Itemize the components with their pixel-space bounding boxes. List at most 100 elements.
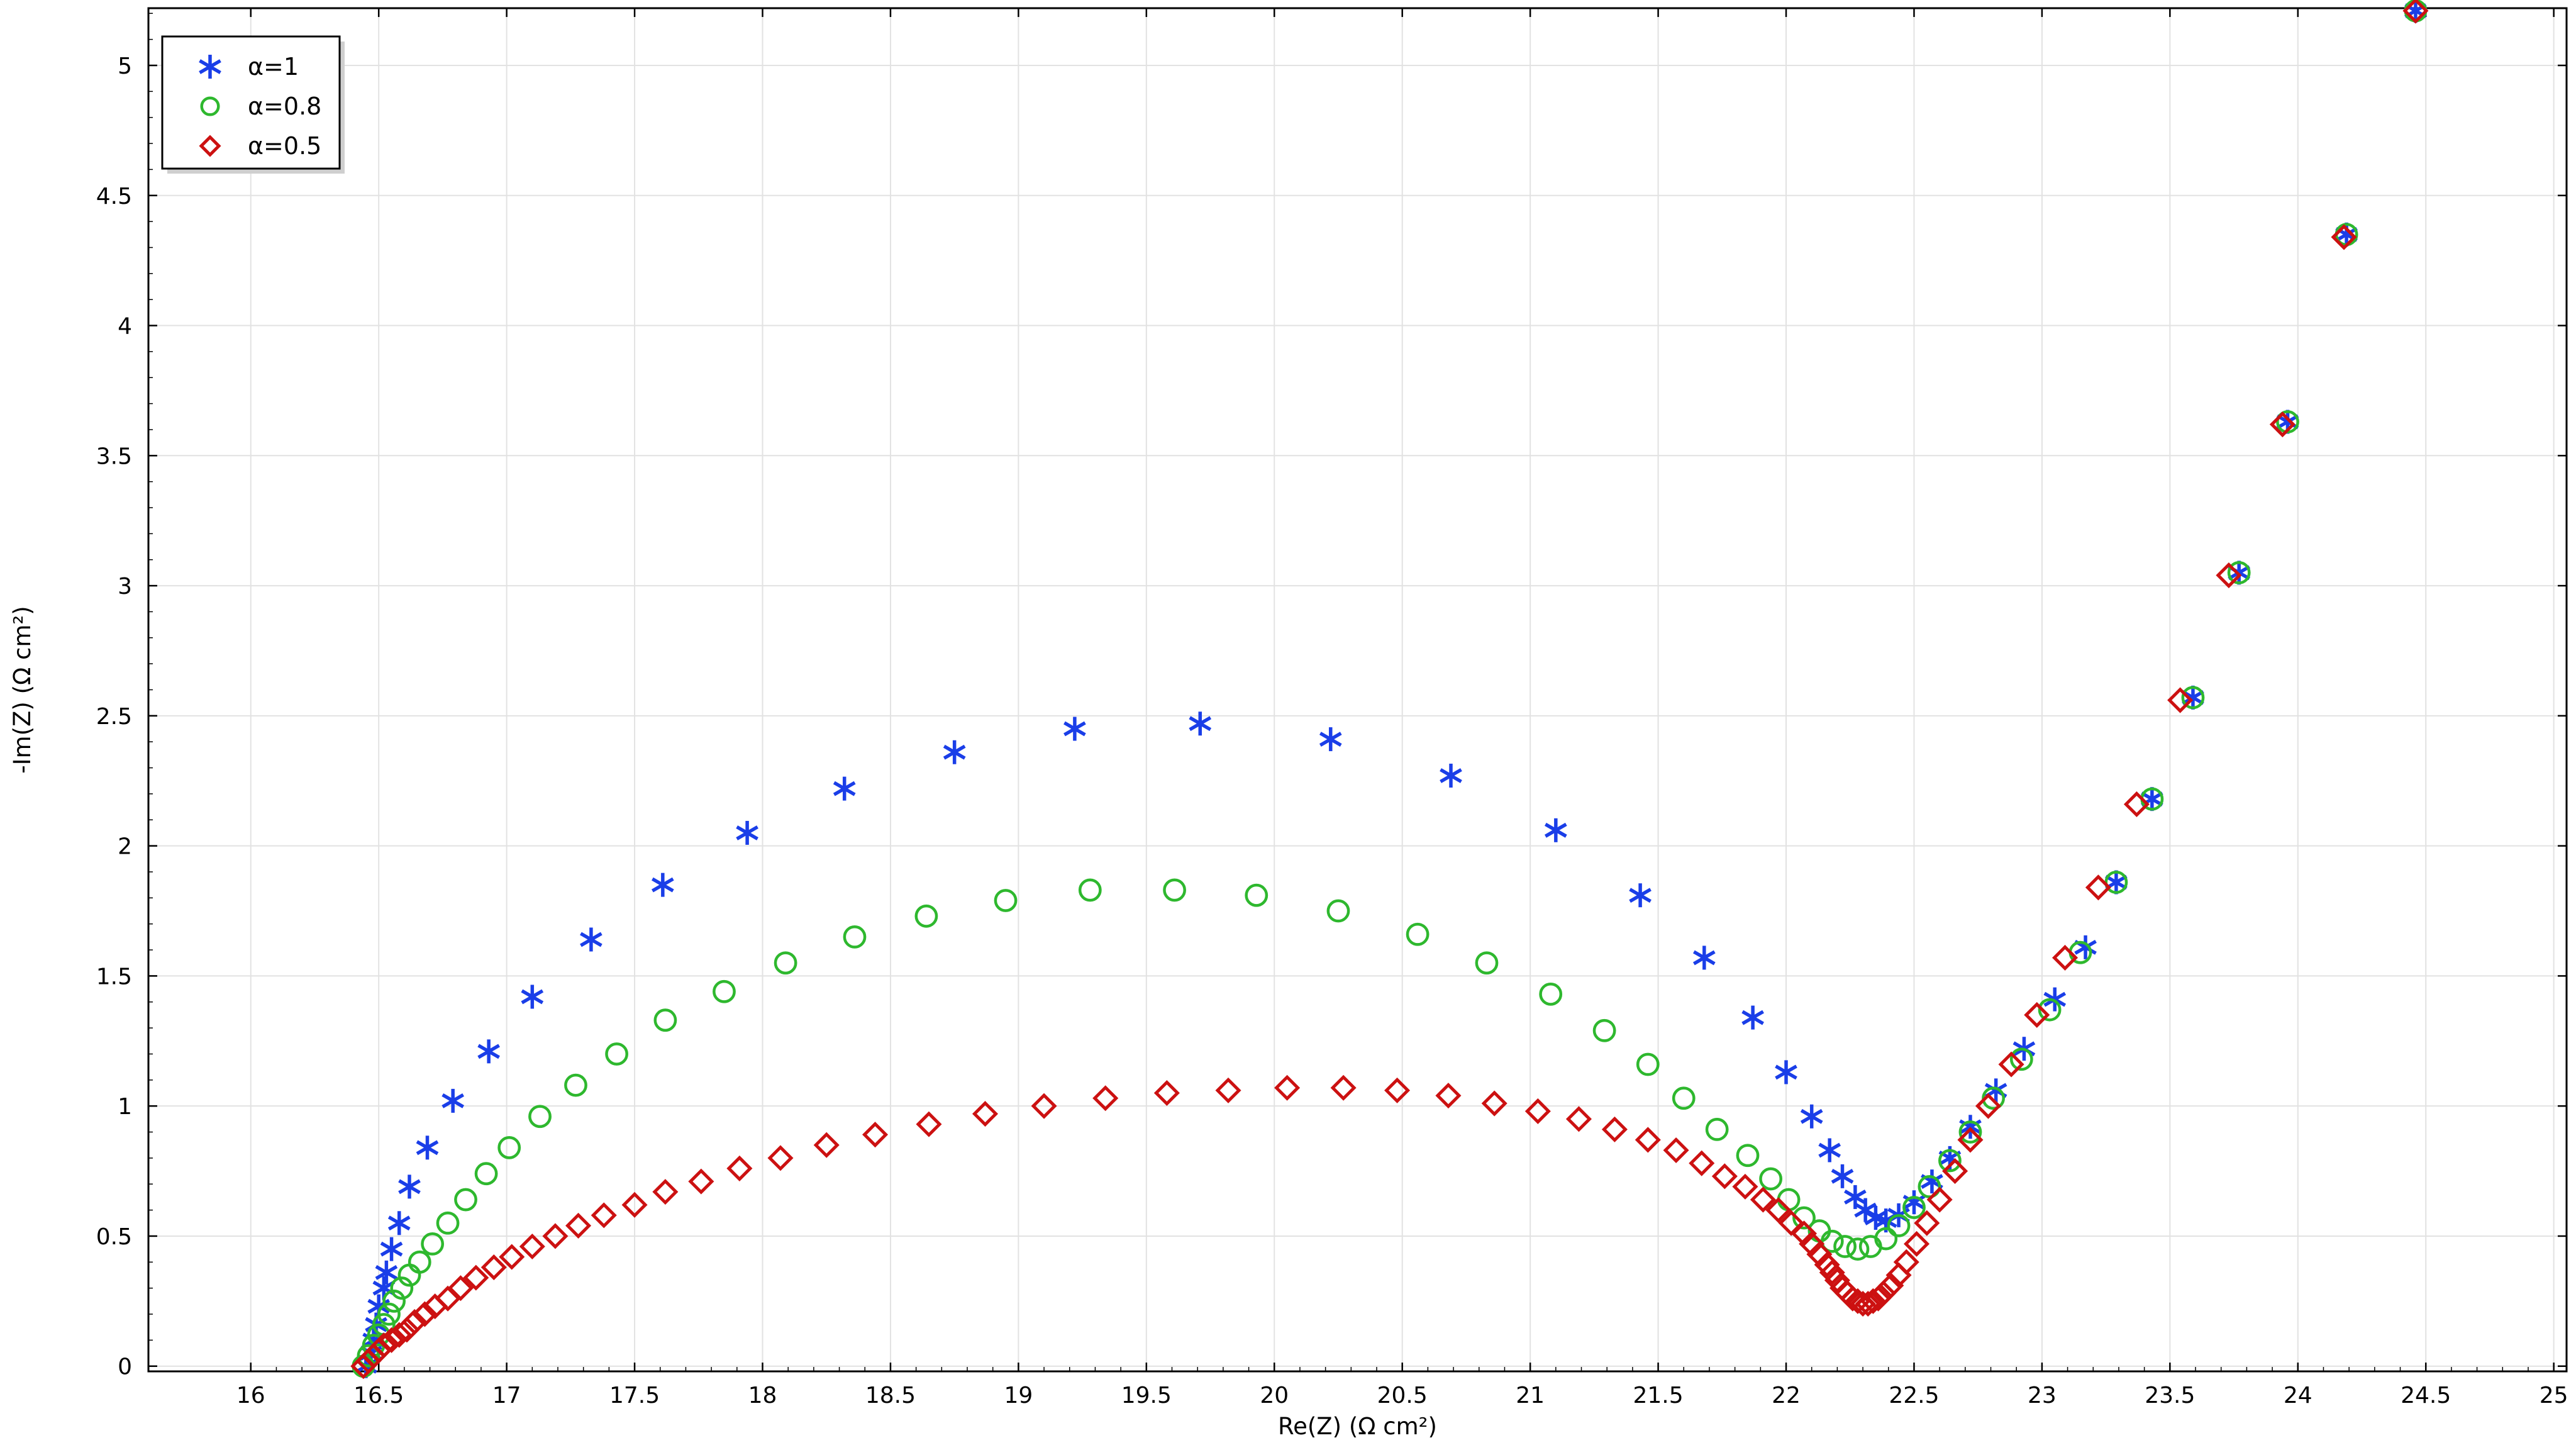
data-point bbox=[651, 873, 674, 897]
legend: α=1 α=0.8 α=0.5 bbox=[161, 35, 345, 174]
data-point bbox=[1903, 1230, 1930, 1257]
data-point bbox=[1689, 1150, 1715, 1176]
data-markers bbox=[350, 0, 2429, 1380]
data-point bbox=[1736, 1144, 1760, 1168]
data-point bbox=[767, 1145, 794, 1171]
data-point bbox=[1819, 1259, 1845, 1286]
data-point bbox=[2038, 998, 2062, 1022]
data-point bbox=[521, 984, 544, 1009]
data-point bbox=[1592, 1018, 1616, 1042]
data-point bbox=[2085, 874, 2111, 901]
data-point bbox=[1759, 1167, 1783, 1191]
data-point bbox=[375, 1260, 398, 1285]
data-point bbox=[1245, 883, 1269, 907]
data-point bbox=[2227, 561, 2251, 584]
data-point bbox=[387, 1211, 411, 1235]
data-point bbox=[843, 925, 867, 949]
y-tick-label: 2 bbox=[118, 834, 132, 860]
x-tick-label: 18 bbox=[748, 1383, 777, 1408]
data-point bbox=[1926, 1186, 1953, 1213]
x-tick-label: 16 bbox=[236, 1383, 265, 1408]
data-point bbox=[441, 1088, 465, 1113]
data-point bbox=[1663, 1137, 1689, 1164]
data-point bbox=[436, 1211, 460, 1235]
legend-label: α=1 bbox=[248, 53, 299, 81]
x-tick-label: 25 bbox=[2540, 1383, 2568, 1408]
data-point bbox=[401, 1308, 428, 1335]
x-tick-label: 18.5 bbox=[865, 1383, 916, 1408]
data-point bbox=[1711, 1163, 1738, 1190]
data-point bbox=[1831, 1164, 1854, 1188]
data-point bbox=[421, 1232, 445, 1256]
legend-label: α=0.5 bbox=[248, 132, 321, 160]
y-tick-label: 0.5 bbox=[96, 1224, 132, 1250]
data-point bbox=[1902, 1196, 1926, 1219]
x-tick-label: 24 bbox=[2284, 1383, 2312, 1408]
data-point bbox=[1750, 1186, 1776, 1213]
data-point bbox=[1629, 883, 1652, 908]
data-point bbox=[1672, 1086, 1696, 1110]
data-point bbox=[564, 1073, 587, 1097]
data-point bbox=[1790, 1220, 1818, 1247]
data-point bbox=[370, 1332, 397, 1359]
data-point bbox=[653, 1008, 677, 1032]
data-point bbox=[1855, 1290, 1881, 1317]
data-point bbox=[688, 1168, 714, 1195]
x-tick-label: 19.5 bbox=[1121, 1383, 1172, 1408]
data-point bbox=[565, 1212, 592, 1239]
legend-marker bbox=[199, 135, 221, 157]
legend-entry: α=0.5 bbox=[199, 132, 321, 160]
y-tick-label: 1 bbox=[118, 1094, 132, 1120]
data-point bbox=[1163, 878, 1186, 902]
data-point bbox=[1406, 922, 1430, 946]
y-tick-label: 4 bbox=[118, 314, 132, 340]
y-tick-label: 0 bbox=[118, 1354, 132, 1380]
series-2 bbox=[352, 0, 2428, 1378]
data-point bbox=[1274, 1074, 1301, 1101]
data-point bbox=[1777, 1188, 1801, 1212]
data-point bbox=[1636, 1052, 1660, 1076]
data-point bbox=[1874, 1227, 1898, 1251]
y-tick-label: 3 bbox=[118, 574, 132, 600]
axis-ticks: 16 16.5 17 17.5 18 18.5 19 19.5 20 20.5 21 21.5 22 22… bbox=[96, 8, 2568, 1408]
x-tick-label: 20.5 bbox=[1377, 1383, 1428, 1408]
data-point bbox=[1326, 899, 1350, 923]
data-point bbox=[2167, 687, 2194, 713]
x-tick-label: 21 bbox=[1516, 1383, 1545, 1408]
data-point bbox=[497, 1135, 521, 1159]
data-point bbox=[2123, 791, 2150, 817]
x-tick-label: 16.5 bbox=[353, 1383, 404, 1408]
data-point bbox=[1806, 1241, 1833, 1268]
data-point bbox=[1778, 1210, 1804, 1236]
data-point bbox=[994, 889, 1018, 912]
legend-entry: α=0.8 bbox=[200, 92, 321, 120]
data-point bbox=[1539, 982, 1563, 1006]
data-point bbox=[2074, 935, 2097, 959]
data-point bbox=[652, 1179, 679, 1205]
data-point bbox=[726, 1155, 753, 1181]
data-point bbox=[605, 1042, 628, 1066]
data-point bbox=[1475, 951, 1499, 975]
data-point bbox=[1092, 1085, 1119, 1112]
data-point bbox=[1893, 1249, 1919, 1275]
data-point bbox=[1215, 1077, 1241, 1103]
data-point bbox=[1938, 1149, 1962, 1173]
data-point bbox=[1635, 1127, 1661, 1153]
data-point bbox=[1998, 1051, 2024, 1078]
x-tick-label: 21.5 bbox=[1633, 1383, 1684, 1408]
data-point bbox=[519, 1233, 545, 1260]
data-point bbox=[1918, 1174, 1941, 1198]
data-point bbox=[1692, 945, 1716, 970]
data-point bbox=[1063, 717, 1086, 741]
data-point bbox=[542, 1223, 569, 1249]
data-point bbox=[377, 1302, 401, 1326]
x-tick-label: 17.5 bbox=[609, 1383, 660, 1408]
data-point bbox=[1078, 878, 1102, 902]
data-point bbox=[1031, 1093, 1057, 1119]
data-point bbox=[914, 904, 938, 928]
data-point bbox=[2216, 562, 2242, 589]
data-point bbox=[480, 1254, 507, 1281]
data-point bbox=[390, 1276, 414, 1300]
